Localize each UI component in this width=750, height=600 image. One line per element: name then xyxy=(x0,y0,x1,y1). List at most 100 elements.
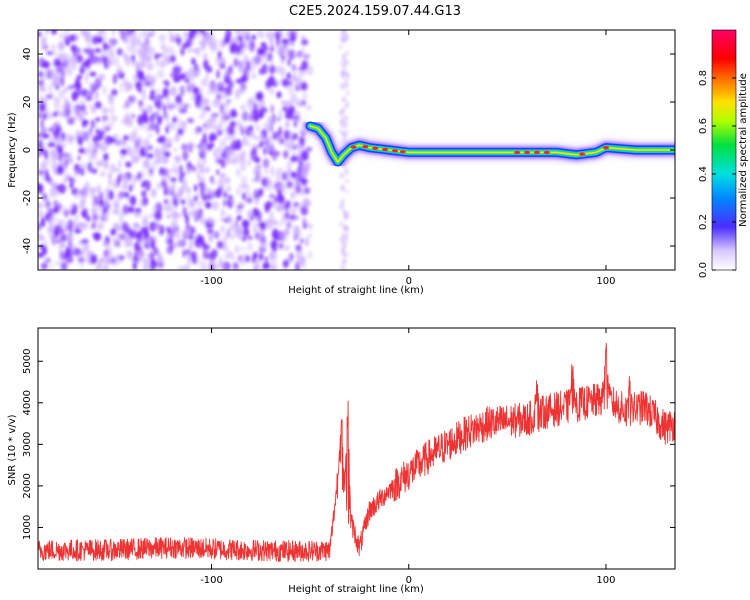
noise-speckle xyxy=(267,116,275,125)
noise-speckle xyxy=(173,74,180,83)
noise-speckle xyxy=(278,242,284,250)
noise-speckle xyxy=(96,186,102,192)
noise-speckle xyxy=(295,52,303,59)
noise-speckle xyxy=(241,219,250,229)
noise-speckle xyxy=(280,100,287,105)
noise-speckle xyxy=(51,151,56,159)
noise-speckle xyxy=(242,192,246,201)
spectrogram-signal-track xyxy=(301,117,675,171)
noise-speckle xyxy=(139,75,148,82)
noise-speckle xyxy=(99,73,104,81)
noise-speckle xyxy=(301,35,306,41)
noise-speckle xyxy=(103,152,109,161)
noise-speckle xyxy=(85,58,91,68)
noise-speckle xyxy=(166,55,171,65)
noise-speckle xyxy=(120,148,128,155)
noise-speckle xyxy=(132,95,136,102)
noise-speckle xyxy=(216,94,221,100)
noise-speckle xyxy=(284,210,290,221)
noise-speckle xyxy=(302,216,307,226)
noise-speckle xyxy=(165,114,170,122)
noise-speckle xyxy=(251,34,257,41)
noise-speckle xyxy=(148,104,152,114)
noise-speckle xyxy=(110,114,118,122)
noise-speckle xyxy=(98,142,106,147)
noise-speckle xyxy=(192,87,200,94)
noise-speckle xyxy=(172,116,177,123)
noise-speckle xyxy=(102,240,110,248)
noise-speckle xyxy=(234,139,242,151)
noise-speckle xyxy=(232,262,239,270)
noise-speckle xyxy=(308,250,312,260)
noise-speckle xyxy=(57,145,63,155)
noise-speckle xyxy=(264,65,271,73)
noise-speckle xyxy=(87,141,92,152)
noise-speckle xyxy=(265,85,270,92)
noise-speckle xyxy=(45,257,51,264)
noise-speckle xyxy=(76,74,83,80)
noise-speckle xyxy=(45,30,50,35)
noise-speckle xyxy=(51,43,56,52)
noise-speckle xyxy=(156,70,165,79)
noise-speckle xyxy=(220,207,226,219)
noise-speckle xyxy=(174,200,178,206)
noise-speckle xyxy=(76,82,82,90)
noise-speckle xyxy=(344,226,348,232)
noise-speckle xyxy=(63,58,69,69)
noise-speckle xyxy=(280,58,285,65)
noise-speckle xyxy=(162,104,167,113)
snr-xlabel: Height of straight line (km) xyxy=(288,584,424,595)
noise-speckle xyxy=(71,44,77,53)
noise-speckle xyxy=(274,195,278,204)
noise-speckle xyxy=(102,251,108,261)
noise-speckle xyxy=(205,201,212,209)
spectrogram-ytick-label: 0 xyxy=(22,147,33,153)
noise-speckle xyxy=(131,155,139,164)
noise-speckle xyxy=(180,47,185,56)
noise-speckle xyxy=(227,126,235,136)
noise-speckle xyxy=(66,206,73,216)
noise-speckle xyxy=(206,167,210,172)
noise-speckle xyxy=(226,151,231,159)
noise-speckle xyxy=(116,176,120,187)
snr-ytick-label: 4000 xyxy=(22,390,33,415)
noise-speckle xyxy=(345,213,350,219)
noise-speckle xyxy=(344,237,348,242)
noise-speckle xyxy=(174,33,181,39)
noise-speckle xyxy=(48,83,52,94)
noise-speckle xyxy=(84,30,91,35)
noise-speckle xyxy=(77,256,86,263)
noise-speckle xyxy=(86,95,92,101)
noise-speckle xyxy=(302,161,309,170)
noise-speckle xyxy=(79,198,86,207)
noise-speckle xyxy=(340,118,344,123)
noise-speckle xyxy=(196,30,204,34)
noise-speckle xyxy=(69,34,76,42)
noise-speckle xyxy=(49,263,53,270)
noise-speckle xyxy=(74,229,82,234)
noise-speckle xyxy=(266,216,273,224)
noise-speckle xyxy=(118,255,125,261)
noise-speckle xyxy=(71,91,78,102)
noise-speckle xyxy=(122,52,127,59)
noise-speckle xyxy=(246,139,251,147)
noise-speckle xyxy=(278,221,283,228)
noise-speckle xyxy=(259,187,264,197)
noise-speckle xyxy=(193,184,198,192)
noise-speckle xyxy=(236,225,244,235)
noise-speckle xyxy=(128,99,133,108)
noise-speckle xyxy=(210,218,217,224)
noise-speckle xyxy=(65,132,70,143)
snr-xtick-label: -100 xyxy=(200,575,223,586)
noise-speckle xyxy=(158,135,167,144)
noise-speckle xyxy=(79,162,86,173)
noise-speckle xyxy=(94,48,102,53)
colorbar-tick-label: 0.0 xyxy=(698,262,709,278)
noise-speckle xyxy=(208,233,214,243)
noise-speckle xyxy=(97,224,103,231)
noise-speckle xyxy=(102,108,111,113)
noise-speckle xyxy=(148,167,154,175)
noise-speckle xyxy=(301,150,309,161)
noise-speckle xyxy=(63,87,69,93)
noise-speckle xyxy=(67,117,75,125)
